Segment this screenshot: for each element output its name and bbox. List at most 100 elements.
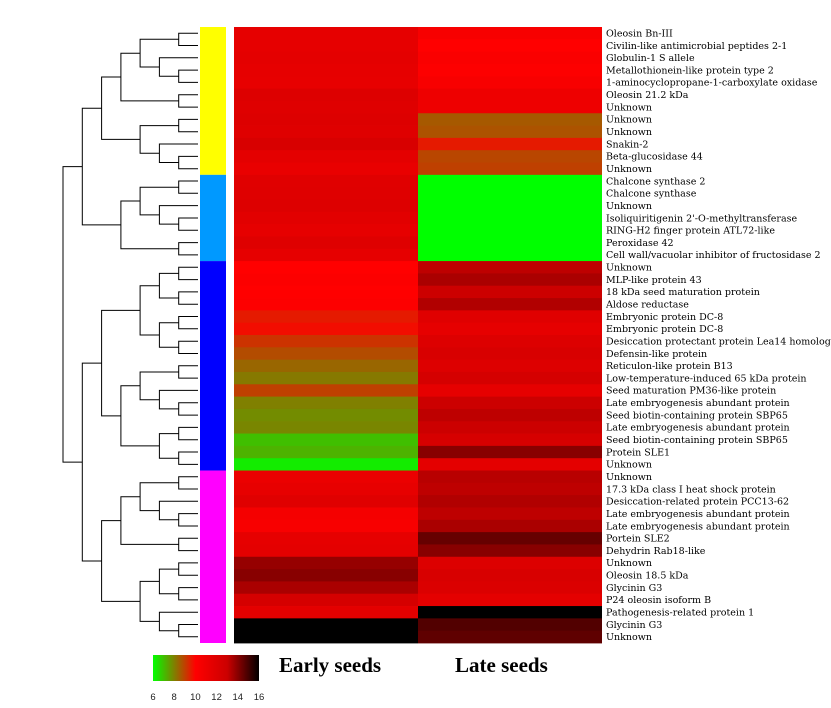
heatmap-cell — [418, 384, 602, 397]
heatmap-cell — [418, 27, 602, 40]
row-label: 17.3 kDa class I heat shock protein — [606, 484, 776, 495]
dendrogram-branch — [178, 291, 198, 305]
heatmap-cell — [418, 470, 602, 484]
dendrogram-branch — [178, 340, 198, 354]
dendrogram-branch — [178, 94, 198, 108]
dendrogram-branch — [178, 426, 198, 441]
heatmap-cell — [418, 310, 602, 324]
heatmap-cell — [418, 76, 602, 89]
dendrogram-branch — [178, 266, 198, 281]
dendrogram-branch — [81, 362, 102, 562]
row-labels: Oleosin Bn-III Civilin-like antimicrobial… — [605, 28, 831, 643]
heatmap-cell — [234, 408, 418, 422]
row-label: Embryonic protein DC-8 — [606, 324, 723, 335]
cluster-bar-yellow — [200, 27, 226, 175]
row-label: Oleosin 21.2 kDa — [606, 90, 689, 101]
dendrogram-branch — [178, 537, 198, 552]
row-label: Late embryogenesis abundant protein — [606, 509, 790, 520]
heatmap-cell — [418, 199, 602, 213]
row-label: Cell wall/vacuolar inhibitor of fructosi… — [606, 250, 821, 261]
heatmap-cell — [234, 236, 418, 250]
heatmap-cell — [234, 261, 418, 274]
heatmap-cell — [418, 150, 602, 163]
row-label: Metallothionein-like protein type 2 — [606, 65, 774, 76]
heatmap-cell — [418, 347, 602, 361]
legend-tick-label: 12 — [211, 692, 222, 703]
row-label: Glycinin G3 — [606, 583, 662, 594]
heatmap-cell — [234, 396, 418, 410]
heatmap-cell — [234, 39, 418, 53]
dendrogram-branch — [178, 476, 198, 490]
row-label: Unknown — [606, 102, 652, 113]
heatmap-cell — [418, 125, 602, 139]
heatmap-cell — [418, 261, 602, 274]
heatmap-cell — [234, 384, 418, 397]
row-label: Globulin-1 S allele — [606, 53, 695, 64]
row-label: Seed biotin-containing protein SBP65 — [606, 435, 788, 446]
heatmap-cell — [234, 532, 418, 545]
heatmap-cell — [234, 482, 418, 496]
dendrogram-branch — [158, 433, 179, 459]
row-label: Unknown — [606, 164, 652, 175]
row-dendrogram — [62, 32, 198, 638]
heatmap-cell — [234, 556, 418, 570]
heatmap-cell — [234, 495, 418, 508]
row-label: Desiccation protectant protein Lea14 hom… — [606, 336, 831, 347]
heatmap-cell — [418, 593, 602, 607]
dendrogram-branch — [120, 496, 179, 545]
heatmap-cell — [234, 63, 418, 77]
heatmap-cell — [418, 482, 602, 496]
legend-tick-label: 14 — [233, 692, 244, 703]
dendrogram-branch — [158, 568, 179, 595]
heatmap-cell — [234, 137, 418, 151]
heatmap-cell — [418, 556, 602, 570]
row-label: Isoliquiritigenin 2'-O-methyltransferase — [606, 213, 798, 224]
row-label: 18 kDa seed maturation protein — [606, 287, 760, 298]
dendrogram-branch — [178, 513, 198, 527]
heatmap-cell — [418, 495, 602, 508]
row-label: MLP-like protein 43 — [606, 275, 702, 286]
heatmap-cell — [418, 458, 602, 471]
dendrogram-branch — [178, 562, 198, 576]
heatmap-cell — [234, 507, 418, 521]
row-label: Oleosin 18.5 kDa — [606, 571, 689, 582]
heatmap-cell — [418, 408, 602, 422]
heatmap-cell — [418, 544, 602, 558]
heatmap-cell — [234, 51, 418, 65]
row-label: Chalcone synthase — [606, 189, 697, 200]
heatmap-cell — [234, 27, 418, 40]
dendrogram-branch — [178, 624, 198, 638]
cluster-color-bars — [200, 27, 226, 643]
row-label: Unknown — [606, 201, 652, 212]
dendrogram-branch — [178, 451, 198, 465]
heatmap-cell — [234, 162, 418, 176]
row-label: Late embryogenesis abundant protein — [606, 423, 790, 434]
heatmap-cell — [234, 322, 418, 336]
heatmap-cell — [234, 421, 418, 434]
legend-tick-label: 8 — [172, 692, 177, 703]
heatmap-cell — [418, 396, 602, 410]
heatmap-cell — [234, 359, 418, 373]
heatmap-cell — [234, 445, 418, 459]
row-label: Defensin-like protein — [606, 349, 707, 360]
heatmap-cell — [234, 88, 418, 102]
row-label: Reticulon-like protein B13 — [606, 361, 733, 372]
row-label: RING-H2 finger protein ATL72-like — [606, 226, 775, 237]
dendrogram-branch — [120, 52, 179, 102]
row-label: Unknown — [606, 558, 652, 569]
dendrogram-branch — [178, 118, 198, 133]
row-label: Aldose reductase — [605, 300, 689, 311]
heatmap-cell — [418, 532, 602, 545]
row-label: Protein SLE1 — [606, 447, 670, 458]
cluster-bar-blue — [200, 261, 226, 471]
row-label: Civilin-like antimicrobial peptides 2-1 — [606, 41, 787, 52]
row-label: Chalcone synthase 2 — [606, 176, 705, 187]
heatmap-cell — [418, 421, 602, 434]
heatmap-cell — [418, 618, 602, 632]
dendrogram-branch — [62, 166, 83, 463]
heatmap-cell — [234, 606, 418, 619]
heatmap-cell — [418, 39, 602, 53]
dendrogram-branch — [158, 322, 179, 348]
dendrogram-branch — [178, 587, 198, 601]
